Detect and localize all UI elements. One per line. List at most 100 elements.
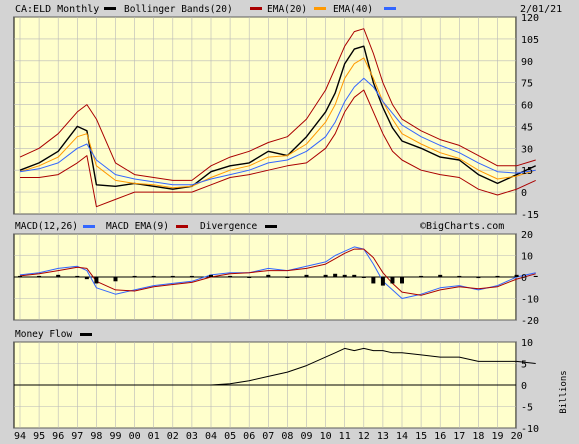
x-tick-label: 16 [434,431,446,442]
y-tick-label: 105 [521,35,539,46]
y-tick-label: 0 [521,188,527,199]
symbol-label: CA:ELD Monthly [15,4,99,15]
legend-ema40: EMA(40) [333,4,373,15]
legend-swatch-ema40 [384,7,396,10]
y-tick-label: 0 [521,273,527,284]
series-line-ca-eld [19,45,536,190]
x-tick-label: 20 [511,431,523,442]
divergence-bar [84,277,89,280]
x-tick-label: 10 [320,431,332,442]
x-tick-label: 07 [262,431,274,442]
divergence-bar [285,277,290,278]
y-tick-label: 120 [521,13,539,24]
divergence-bar [361,277,366,278]
x-tick-label: 15 [415,431,427,442]
divergence-bar [37,275,42,277]
y-tick-label: 10 [521,252,533,263]
x-tick-label: 17 [453,431,465,442]
y-tick-label: -10 [521,424,539,435]
divergence-bar [228,275,233,277]
x-tick-label: 03 [186,431,198,442]
price-panel [13,16,517,215]
y-tick-label: 45 [521,122,533,133]
divergence-bar [419,275,424,277]
x-tick-label: 04 [205,431,217,442]
series-line-money-flow [191,347,536,386]
divergence-bar [514,274,519,277]
x-tick-label: 00 [129,431,141,442]
divergence-bar [151,275,156,277]
divergence-bar [209,274,213,277]
x-tick-label: 11 [339,431,351,442]
series-line-bollinger-bands-20-upper [19,28,536,181]
y-tick-label: -10 [521,295,539,306]
divergence-bar [438,274,443,277]
y-tick-label: 5 [521,360,527,371]
y-tick-label: 0 [521,381,527,392]
tick-layer: 94 95 96 97 98 99 00 01 02 03 04 05 06 07 08 09 10 11 12 13… [14,13,539,442]
divergence-bar [342,274,347,277]
legend-swatch-divergence [265,225,277,228]
x-tick-label: 05 [224,431,236,442]
divergence-bar [266,274,271,277]
x-tick-label: 97 [71,431,83,442]
y-tick-label: 20 [521,230,533,241]
legend-macd-ema: MACD EMA(9) [106,221,169,232]
legend-macd: MACD(12,26) [15,221,78,232]
divergence-bar [495,275,500,277]
x-tick-label: 08 [281,431,293,442]
series-layer [18,28,538,386]
x-tick-label: 94 [14,431,26,442]
grid-layer [14,16,517,429]
legend-money-flow: Money Flow [15,329,72,340]
legend-swatch-macd-ema [176,225,188,228]
series-line-ema-20- [19,57,536,189]
x-tick-label: 02 [167,431,179,442]
x-tick-label: 95 [33,431,45,442]
legend-swatch-bollinger [250,7,262,10]
x-tick-label: 18 [472,431,484,442]
divergence-bar [113,277,118,282]
y-tick-label: 90 [521,57,533,68]
divergence-bar [304,274,309,277]
x-tick-label: 06 [243,431,255,442]
divergence-bar [333,273,338,277]
x-tick-label: 13 [377,431,389,442]
x-tick-label: 12 [358,431,370,442]
x-tick-label: 14 [396,431,408,442]
x-tick-label: 96 [52,431,64,442]
series-line-macd-12-26- [19,246,536,299]
x-tick-label: 99 [109,431,121,442]
series-line-ema-40- [19,77,536,186]
divergence-bar [18,275,22,277]
x-tick-label: 01 [148,431,160,442]
divergence-bar [247,277,252,278]
divergence-bar [323,274,328,277]
divergence-bar [476,277,481,279]
divergence-bar [457,275,462,277]
x-tick-label: 09 [300,431,312,442]
divergence-bar [170,275,175,277]
legend-swatch-macd [83,225,95,228]
y-tick-label: 15 [521,166,533,177]
divergence-bar [400,277,404,284]
y-tick-label: -15 [521,210,539,221]
legend-ema20: EMA(20) [267,4,307,15]
divergence-bar [132,275,137,277]
watermark: ©BigCharts.com [420,221,504,232]
divergence-bar [94,277,99,284]
divergence-bar [380,277,385,286]
legend-divergence: Divergence [200,221,257,232]
y-tick-label: -20 [521,316,539,327]
legend-swatch-money-flow [80,333,92,336]
legend-swatch-price [104,7,116,10]
y-tick-label: 60 [521,101,533,112]
series-line-macd-ema-9- [19,248,536,296]
legend-bollinger: Bollinger Bands(20) [124,4,233,15]
divergence-bar [390,277,395,284]
y-tick-label: 30 [521,144,533,155]
x-tick-label: 98 [90,431,102,442]
divergence-bar [352,274,357,277]
divergence-bar [189,275,194,277]
